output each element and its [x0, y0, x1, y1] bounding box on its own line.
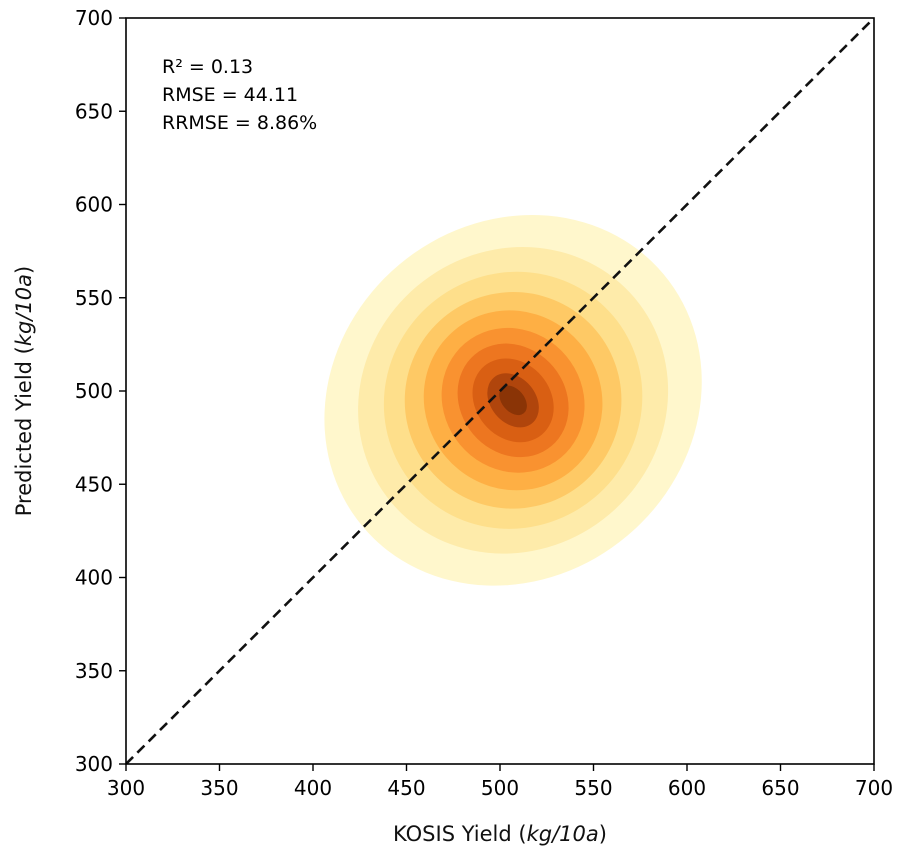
y-axis-ticks: 300 350 400 450 500 550 600 650 700 — [75, 6, 126, 776]
stat-line-2: RMSE = 44.11 — [162, 84, 298, 106]
y-tick-label: 550 — [75, 286, 113, 310]
x-tick-label: 500 — [481, 776, 519, 800]
y-tick-label: 700 — [75, 6, 113, 30]
y-tick-label: 650 — [75, 99, 113, 123]
x-tick-label: 450 — [387, 776, 425, 800]
x-axis-label-end: ) — [599, 822, 607, 846]
x-axis-label: KOSIS Yield (kg/10a) — [393, 822, 607, 846]
x-tick-label: 300 — [107, 776, 145, 800]
x-axis-label-main: KOSIS Yield ( — [393, 822, 527, 846]
x-tick-label: 600 — [668, 776, 706, 800]
x-tick-label: 650 — [761, 776, 799, 800]
y-axis-label: Predicted Yield (kg/10a) — [12, 266, 36, 517]
stat-line-3: RRMSE = 8.86% — [162, 112, 317, 134]
x-tick-label: 550 — [574, 776, 612, 800]
x-tick-label: 350 — [200, 776, 238, 800]
y-axis-label-main: Predicted Yield ( — [12, 346, 36, 516]
y-tick-label: 350 — [75, 659, 113, 683]
density-contours — [324, 214, 702, 586]
y-tick-label: 600 — [75, 193, 113, 217]
x-axis-ticks: 300 350 400 450 500 550 600 650 700 — [107, 764, 893, 800]
y-tick-label: 300 — [75, 752, 113, 776]
y-tick-label: 500 — [75, 379, 113, 403]
y-axis-label-end: ) — [12, 266, 36, 274]
x-tick-label: 700 — [855, 776, 893, 800]
one-to-one-reference-line — [126, 18, 874, 764]
stat-line-1: R² = 0.13 — [162, 56, 253, 78]
stats-annotation: R² = 0.13 RMSE = 44.11 RRMSE = 8.86% — [162, 56, 317, 134]
y-tick-label: 450 — [75, 472, 113, 496]
x-axis-label-unit: kg/10a — [527, 822, 599, 846]
x-tick-label: 400 — [294, 776, 332, 800]
y-tick-label: 400 — [75, 566, 113, 590]
y-axis-label-unit: kg/10a — [12, 274, 36, 346]
density-contour-level-10 — [499, 385, 527, 416]
